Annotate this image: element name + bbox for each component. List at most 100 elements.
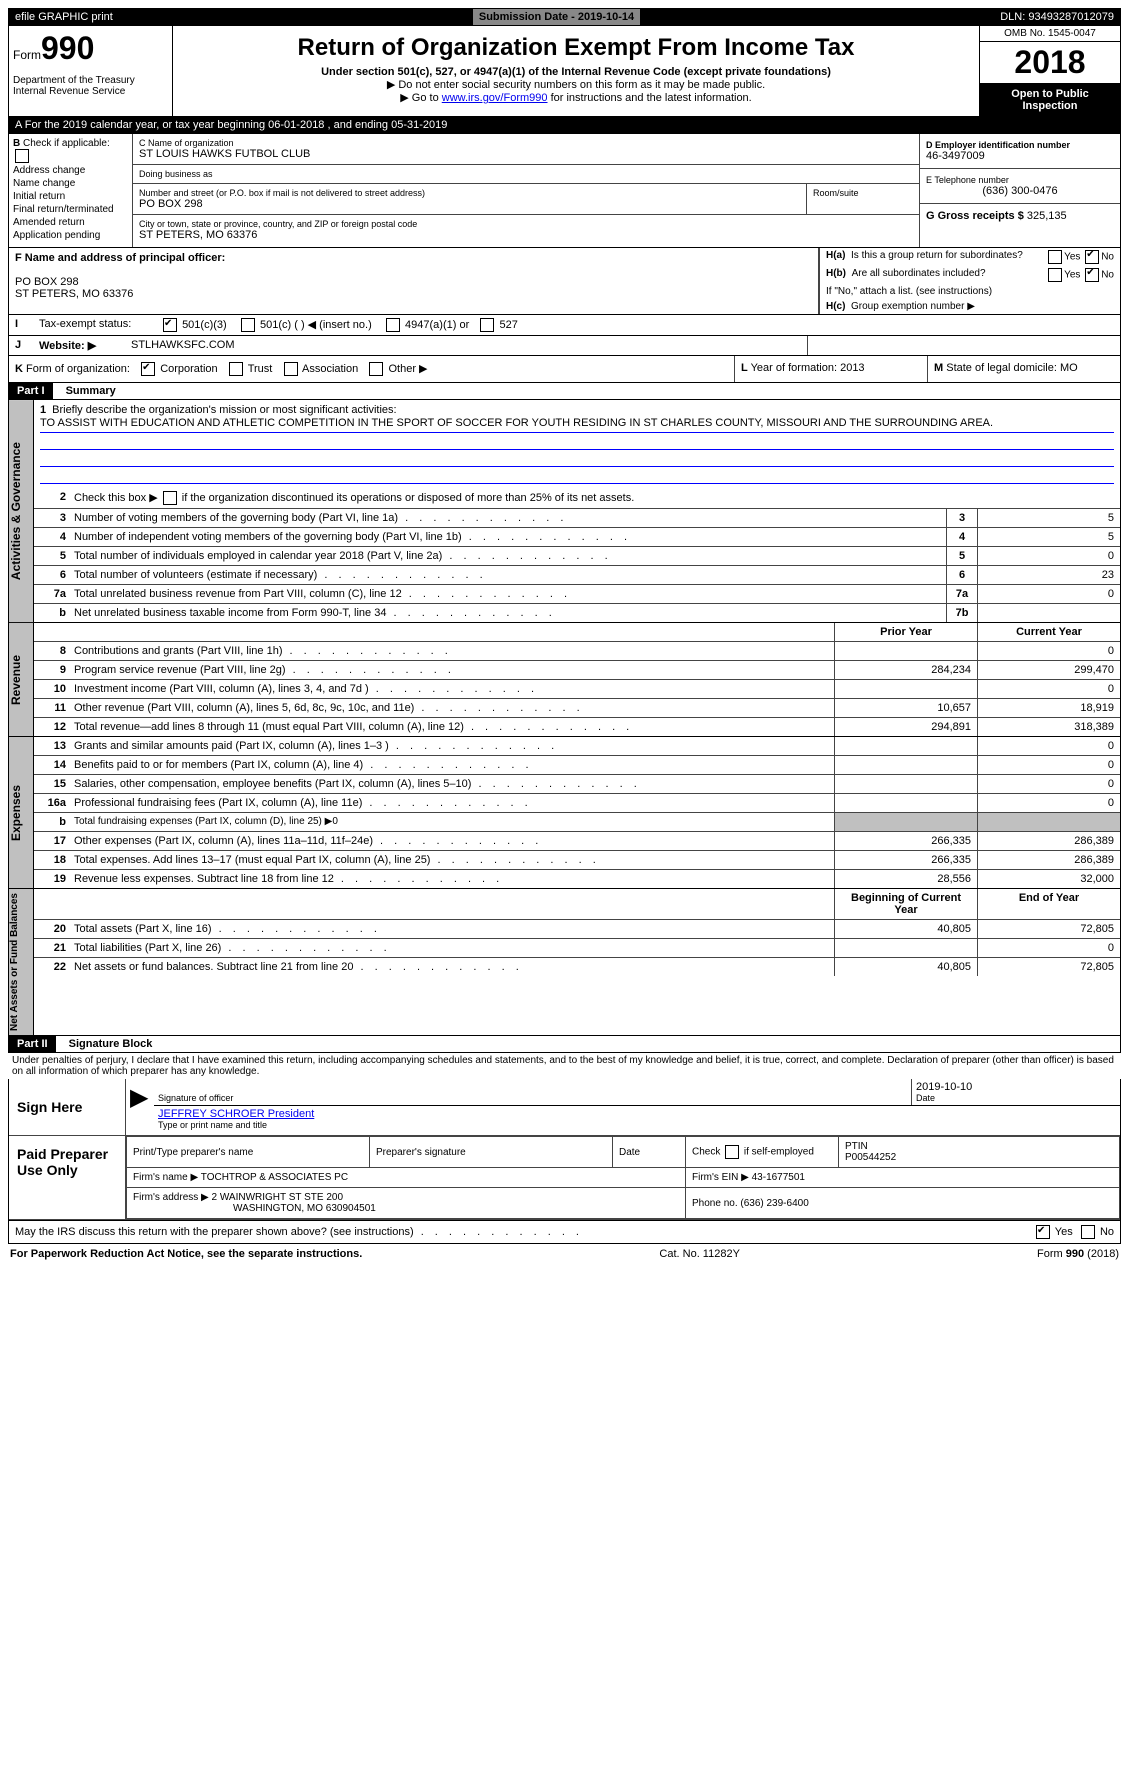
- trust-check[interactable]: [229, 362, 243, 376]
- gov-line-b: b Net unrelated business taxable income …: [34, 604, 1120, 622]
- firm-name: TOCHTROP & ASSOCIATES PC: [201, 1172, 348, 1183]
- sig-officer-label: Signature of officer: [158, 1093, 907, 1103]
- self-employed: Check if self-employed: [686, 1137, 839, 1168]
- top-bar: efile GRAPHIC print Submission Date - 20…: [8, 8, 1121, 26]
- irs-label: Internal Revenue Service: [13, 86, 168, 97]
- prep-name-label: Print/Type preparer's name: [127, 1137, 370, 1168]
- gov-line-6: 6 Total number of volunteers (estimate i…: [34, 566, 1120, 585]
- discuss-yes[interactable]: [1036, 1225, 1050, 1239]
- form-number-box: Form990 Department of the Treasury Inter…: [9, 26, 173, 116]
- city-value: ST PETERS, MO 63376: [139, 229, 913, 241]
- gross-value: 325,135: [1027, 210, 1067, 222]
- instr-link: ▶ Go to www.irs.gov/Form990 for instruct…: [177, 91, 975, 104]
- hb-yes[interactable]: [1048, 268, 1062, 282]
- hb-no[interactable]: [1085, 268, 1099, 282]
- ein-label: D Employer identification number: [926, 140, 1114, 150]
- section-k-lm: K Form of organization: Corporation Trus…: [8, 356, 1121, 383]
- opt-address-change[interactable]: Address change: [13, 165, 128, 176]
- col-current-year: Current Year: [977, 623, 1120, 641]
- net-assets-section: Net Assets or Fund Balances Beginning of…: [8, 889, 1121, 1036]
- net-assets-label: Net Assets or Fund Balances: [9, 889, 34, 1035]
- rev-line-11: 11 Other revenue (Part VIII, column (A),…: [34, 699, 1120, 718]
- year-box: OMB No. 1545-0047 2018 Open to Public In…: [979, 26, 1120, 116]
- entity-box: B Check if applicable: Address change Na…: [8, 134, 1121, 248]
- part2-header: Part II Signature Block: [8, 1036, 1121, 1053]
- gov-line-5: 5 Total number of individuals employed i…: [34, 547, 1120, 566]
- checkbox-applicable[interactable]: [15, 149, 29, 163]
- 501c3-check[interactable]: [163, 318, 177, 332]
- preparer-table: Print/Type preparer's name Preparer's si…: [126, 1136, 1120, 1219]
- opt-name-change[interactable]: Name change: [13, 178, 128, 189]
- irs-link[interactable]: www.irs.gov/Form990: [442, 92, 548, 104]
- signature-block: Sign Here ▶ Signature of officer 2019-10…: [8, 1079, 1121, 1221]
- section-b: B Check if applicable: Address change Na…: [9, 134, 133, 247]
- rev-line-9: 9 Program service revenue (Part VIII, li…: [34, 661, 1120, 680]
- exp-line-b: b Total fundraising expenses (Part IX, c…: [34, 813, 1120, 832]
- name-title-label: Type or print name and title: [158, 1120, 1116, 1130]
- dln: DLN: 93493287012079: [994, 9, 1120, 25]
- revenue-section: Revenue Prior Year Current Year 8 Contri…: [8, 623, 1121, 737]
- phone-label: E Telephone number: [926, 175, 1114, 185]
- 527-check[interactable]: [480, 318, 494, 332]
- net-line-20: 20 Total assets (Part X, line 16) 40,805…: [34, 920, 1120, 939]
- inspection-label: Open to Public Inspection: [980, 84, 1120, 116]
- ein-value: 46-3497009: [926, 150, 1114, 162]
- part1-header: Part I Summary: [8, 383, 1121, 400]
- firm-addr2: WASHINGTON, MO 630904501: [133, 1203, 376, 1214]
- officer-name[interactable]: JEFFREY SCHROER President: [158, 1108, 1116, 1120]
- org-name: ST LOUIS HAWKS FUTBOL CLUB: [139, 148, 913, 160]
- officer-addr2: ST PETERS, MO 63376: [15, 288, 812, 300]
- omb-number: OMB No. 1545-0047: [980, 26, 1120, 42]
- net-line-22: 22 Net assets or fund balances. Subtract…: [34, 958, 1120, 976]
- rev-line-10: 10 Investment income (Part VIII, column …: [34, 680, 1120, 699]
- opt-final-return[interactable]: Final return/terminated: [13, 204, 128, 215]
- efile-label: efile GRAPHIC print: [9, 9, 119, 25]
- firm-phone: (636) 239-6400: [740, 1198, 808, 1209]
- section-f: F Name and address of principal officer:…: [9, 248, 819, 314]
- col-end-year: End of Year: [977, 889, 1120, 919]
- assoc-check[interactable]: [284, 362, 298, 376]
- section-j: J Website: ▶ STLHAWKSFC.COM: [8, 336, 1121, 356]
- phone-value: (636) 300-0476: [926, 185, 1114, 197]
- rev-line-8: 8 Contributions and grants (Part VIII, l…: [34, 642, 1120, 661]
- sig-arrow-icon: ▶: [126, 1079, 154, 1132]
- form-title-box: Return of Organization Exempt From Incom…: [173, 26, 979, 116]
- governance-label: Activities & Governance: [9, 400, 34, 622]
- dept-treasury: Department of the Treasury: [13, 75, 168, 86]
- opt-pending[interactable]: Application pending: [13, 230, 128, 241]
- perjury-text: Under penalties of perjury, I declare th…: [8, 1053, 1121, 1079]
- 501c-check[interactable]: [241, 318, 255, 332]
- section-d: D Employer identification number 46-3497…: [919, 134, 1120, 247]
- gov-line-3: 3 Number of voting members of the govern…: [34, 509, 1120, 528]
- discuss-row: May the IRS discuss this return with the…: [8, 1221, 1121, 1244]
- governance-section: Activities & Governance 1Briefly describ…: [8, 400, 1121, 623]
- room-label: Room/suite: [813, 188, 913, 198]
- tax-year: 2018: [980, 42, 1120, 84]
- section-c: C Name of organization ST LOUIS HAWKS FU…: [133, 134, 919, 247]
- prep-sig-label: Preparer's signature: [370, 1137, 613, 1168]
- col-prior-year: Prior Year: [834, 623, 977, 641]
- date-label: Date: [916, 1093, 1116, 1103]
- other-check[interactable]: [369, 362, 383, 376]
- discuss-no[interactable]: [1081, 1225, 1095, 1239]
- opt-initial-return[interactable]: Initial return: [13, 191, 128, 202]
- mission-label: Briefly describe the organization's miss…: [52, 404, 396, 416]
- expenses-label: Expenses: [9, 737, 34, 888]
- ha-no[interactable]: [1085, 250, 1099, 264]
- corp-check[interactable]: [141, 362, 155, 376]
- gross-label: G Gross receipts $: [926, 210, 1027, 222]
- 4947-check[interactable]: [386, 318, 400, 332]
- addr-value: PO BOX 298: [139, 198, 800, 210]
- footer: For Paperwork Reduction Act Notice, see …: [8, 1244, 1121, 1264]
- opt-amended[interactable]: Amended return: [13, 217, 128, 228]
- expenses-section: Expenses 13 Grants and similar amounts p…: [8, 737, 1121, 889]
- net-line-21: 21 Total liabilities (Part X, line 26) 0: [34, 939, 1120, 958]
- section-h: H(a) Is this a group return for subordin…: [819, 248, 1120, 314]
- exp-line-16a: 16a Professional fundraising fees (Part …: [34, 794, 1120, 813]
- prep-date-label: Date: [613, 1137, 686, 1168]
- self-emp-check[interactable]: [725, 1145, 739, 1159]
- officer-h-box: F Name and address of principal officer:…: [8, 248, 1121, 315]
- discontinued-check[interactable]: [163, 491, 177, 505]
- cat-number: Cat. No. 11282Y: [659, 1248, 740, 1260]
- ha-yes[interactable]: [1048, 250, 1062, 264]
